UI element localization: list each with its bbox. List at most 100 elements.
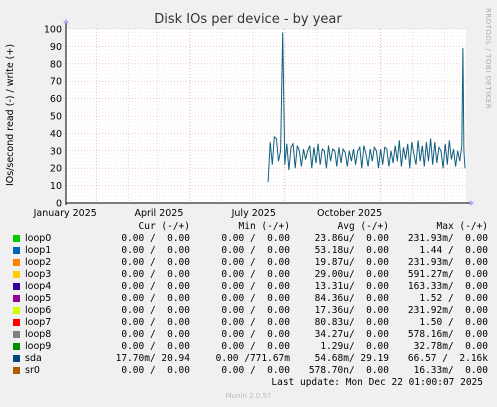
legend-name: loop9 [25, 341, 52, 352]
legend-cur: 0.00 / 0.00 [121, 365, 190, 376]
y-tick-label: 100 [44, 25, 62, 36]
y-tick-label: 50 [50, 112, 62, 123]
rrdtool-credit: RRDTOOL / TOBI OETIKER [484, 8, 492, 109]
legend-max: 231.92m/ 0.00 [407, 305, 488, 316]
legend-max: 16.33m/ 0.00 [413, 365, 488, 376]
legend-avg: 29.00u/ 0.00 [314, 269, 389, 280]
legend-cur: 0.00 / 0.00 [121, 317, 190, 328]
y-tick-label: 80 [50, 59, 62, 70]
legend-row-loop0: loop0 0.00 / 0.00 0.00 / 0.00 23.86u/ 0.00 2… [10, 233, 490, 245]
legend-avg: 80.83u/ 0.00 [314, 317, 389, 328]
legend-row-loop3: loop3 0.00 / 0.00 0.00 / 0.00 29.00u/ 0.00 5… [10, 269, 490, 281]
chart-title: Disk IOs per device - by year [154, 12, 342, 27]
legend-cur: 0.00 / 0.00 [121, 233, 190, 244]
legend-cur: 0.00 / 0.00 [121, 341, 190, 352]
legend-swatch [13, 271, 20, 278]
legend-max: 1.44 / 0.00 [419, 245, 488, 256]
legend-swatch [13, 355, 20, 362]
legend-row-loop6: loop6 0.00 / 0.00 0.00 / 0.00 17.36u/ 0.00 2… [10, 305, 490, 317]
legend-avg: 19.87u/ 0.00 [314, 257, 389, 268]
legend-swatch [13, 295, 20, 302]
legend-max: 231.93m/ 0.00 [407, 257, 488, 268]
legend-min: 0.00 / 0.00 [221, 317, 290, 328]
legend-max: 1.50 / 0.00 [419, 317, 488, 328]
legend-swatch [13, 283, 20, 290]
legend-swatch [13, 331, 20, 338]
y-axis: 0 10 20 30 40 50 60 70 80 90 100 [44, 25, 62, 210]
legend-swatch [13, 307, 20, 314]
legend-avg: 578.70n/ 0.00 [308, 365, 389, 376]
header-min: Min (-/+) [238, 221, 290, 232]
legend-cur: 0.00 / 0.00 [121, 257, 190, 268]
legend-avg: 54.68m/ 29.19 [314, 353, 389, 364]
legend-swatch [13, 259, 20, 266]
legend-header: Cur (-/+) Min (-/+) Avg (-/+) Max (-/+) [10, 221, 490, 233]
legend-cur: 0.00 / 0.00 [121, 329, 190, 340]
legend-name: loop0 [25, 233, 52, 244]
legend-min: 0.00 / 0.00 [221, 329, 290, 340]
legend-name: loop4 [25, 281, 52, 292]
legend-min: 0.00 / 0.00 [221, 245, 290, 256]
legend-name: loop8 [25, 329, 52, 340]
grid [66, 28, 466, 203]
legend-name: loop3 [25, 269, 52, 280]
legend-max: 66.57 / 2.16k [407, 353, 488, 364]
y-tick-label: 90 [50, 42, 62, 53]
legend: Cur (-/+) Min (-/+) Avg (-/+) Max (-/+) … [10, 221, 490, 377]
legend-min: 0.00 / 0.00 [221, 269, 290, 280]
legend-avg: 53.18u/ 0.00 [314, 245, 389, 256]
legend-name: loop1 [25, 245, 52, 256]
y-tick-label: 0 [56, 199, 62, 210]
legend-min: 0.00 / 0.00 [221, 257, 290, 268]
legend-avg: 23.86u/ 0.00 [314, 233, 389, 244]
y-axis-label: IOs/second read (-) / write (+) [5, 44, 16, 186]
legend-name: sr0 [25, 365, 40, 376]
legend-cur: 17.70m/ 20.94 [115, 353, 190, 364]
legend-name: sda [25, 353, 42, 364]
legend-swatch [13, 247, 20, 254]
legend-min: 0.00 / 0.00 [221, 293, 290, 304]
legend-row-loop5: loop5 0.00 / 0.00 0.00 / 0.00 84.36u/ 0.00 1… [10, 293, 490, 305]
legend-name: loop2 [25, 257, 52, 268]
legend-max: 163.33m/ 0.00 [407, 281, 488, 292]
y-tick-label: 70 [50, 77, 62, 88]
legend-rows: loop0 0.00 / 0.00 0.00 / 0.00 23.86u/ 0.00 2… [10, 233, 490, 377]
legend-row-loop9: loop9 0.00 / 0.00 0.00 / 0.00 1.29u/ 0.00 32… [10, 341, 490, 353]
legend-avg: 13.31u/ 0.00 [314, 281, 389, 292]
x-axis-arrow [470, 200, 474, 206]
legend-min: 0.00 / 0.00 [221, 305, 290, 316]
header-cur: Cur (-/+) [138, 221, 190, 232]
axes [63, 19, 474, 206]
last-update: Last update: Mon Dec 22 01:00:07 2025 [271, 377, 483, 388]
legend-name: loop6 [25, 305, 52, 316]
legend-max: 591.27m/ 0.00 [407, 269, 488, 280]
legend-avg: 84.36u/ 0.00 [314, 293, 389, 304]
legend-cur: 0.00 / 0.00 [121, 305, 190, 316]
x-tick-label: July 2025 [231, 208, 276, 219]
legend-row-sr0: sr0 0.00 / 0.00 0.00 / 0.00 578.70n/ 0.00 16… [10, 365, 490, 377]
x-axis: January 2025 April 2025 July 2025 October 2… [33, 208, 383, 219]
legend-row-sda: sda 17.70m/ 20.94 0.00 /771.67m 54.68m/ 29.… [10, 353, 490, 365]
series-line-sda [267, 32, 466, 183]
legend-row-loop1: loop1 0.00 / 0.00 0.00 / 0.00 53.18u/ 0.00 1… [10, 245, 490, 257]
series-layer [267, 32, 466, 183]
legend-max: 578.16m/ 0.00 [407, 329, 488, 340]
legend-row-loop4: loop4 0.00 / 0.00 0.00 / 0.00 13.31u/ 0.00 1… [10, 281, 490, 293]
header-avg: Avg (-/+) [337, 221, 389, 232]
legend-swatch [13, 343, 20, 350]
legend-swatch [13, 319, 20, 326]
x-tick-label: October 2025 [317, 208, 382, 219]
header-max: Max (-/+) [436, 221, 488, 232]
legend-avg: 34.27u/ 0.00 [314, 329, 389, 340]
legend-min: 0.00 / 0.00 [221, 281, 290, 292]
legend-row-loop8: loop8 0.00 / 0.00 0.00 / 0.00 34.27u/ 0.00 5… [10, 329, 490, 341]
legend-avg: 17.36u/ 0.00 [314, 305, 389, 316]
legend-name: loop5 [25, 293, 52, 304]
y-axis-arrow [63, 19, 69, 23]
legend-name: loop7 [25, 317, 52, 328]
legend-swatch [13, 367, 20, 374]
legend-cur: 0.00 / 0.00 [121, 281, 190, 292]
legend-cur: 0.00 / 0.00 [121, 269, 190, 280]
y-tick-label: 30 [50, 146, 62, 157]
